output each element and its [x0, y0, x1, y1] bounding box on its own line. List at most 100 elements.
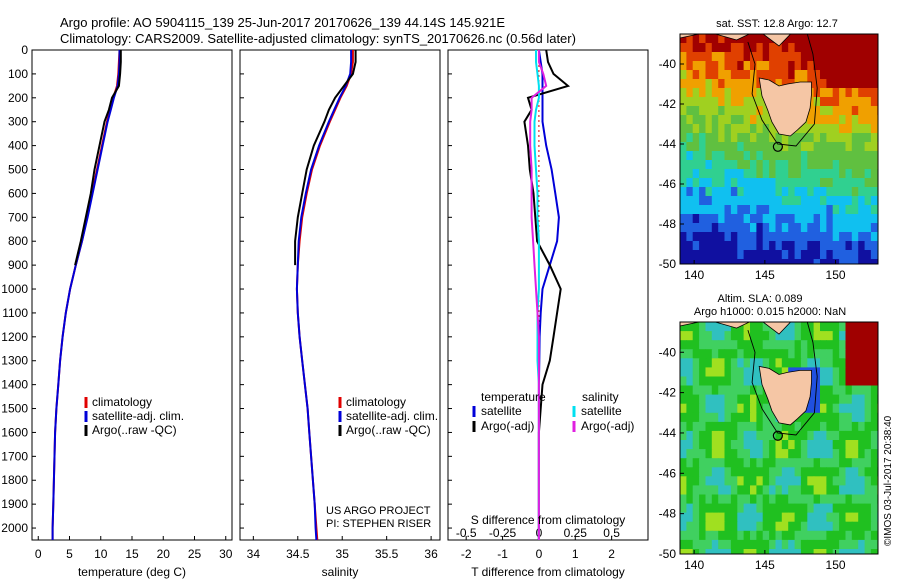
map-cell [718, 430, 726, 441]
map-cell [845, 358, 853, 368]
map-cell [807, 196, 815, 206]
map-cell [718, 358, 726, 368]
map-cell [699, 449, 707, 459]
map-cell [788, 331, 796, 341]
map-cell [711, 124, 719, 134]
map-cell [826, 494, 834, 505]
map-cell [750, 494, 757, 505]
map-cell [807, 268, 814, 278]
map-cell [756, 88, 764, 98]
map-cell [864, 196, 872, 206]
map-cell [686, 340, 694, 350]
map-cell [730, 61, 738, 71]
map-cell [769, 458, 777, 468]
map-cell [730, 512, 738, 523]
map-cell [820, 458, 827, 468]
map-cell [737, 214, 745, 224]
map-cell [845, 232, 853, 242]
map-cell [769, 331, 777, 341]
map-cell [692, 187, 700, 197]
map-cell [769, 52, 777, 62]
map-cell [832, 115, 840, 125]
map-cell [794, 539, 802, 550]
map-cell [788, 133, 796, 143]
map-cell [699, 34, 707, 44]
map-cell [743, 476, 751, 486]
map-cell [870, 494, 878, 505]
map-cell [775, 340, 783, 350]
map-cell [711, 61, 719, 71]
map-cell [852, 268, 859, 278]
map-cell [680, 467, 687, 477]
map-cell [743, 394, 751, 405]
map-cell [794, 521, 802, 532]
map-cell [756, 214, 764, 224]
map-cell [839, 160, 847, 170]
map-cell [788, 52, 796, 62]
map-cell [788, 187, 796, 197]
map-cell [699, 521, 707, 532]
map-y-tick-label: -44 [659, 426, 677, 440]
map-cell [711, 214, 719, 224]
x-tick-label-S: -0.25 [489, 526, 517, 540]
map-cell [820, 70, 827, 80]
map-cell [686, 331, 694, 341]
map-cell [813, 476, 821, 486]
x-tick-label: 34.5 [286, 547, 310, 561]
map-cell [781, 331, 789, 341]
map-cell [851, 421, 859, 432]
map-cell [858, 178, 866, 188]
map-cell [832, 196, 840, 206]
map-cell [845, 485, 853, 496]
map-cell [813, 124, 821, 134]
depth-tick-label: 900 [8, 258, 28, 272]
map-cell [756, 43, 764, 53]
map-cell [762, 205, 770, 215]
temperature-legend: climatology satellite-adj. clim. Argo(..… [84, 395, 184, 437]
salinity-legend: climatology satellite-adj. clim. Argo(..… [338, 395, 438, 437]
map-cell [711, 385, 719, 396]
map-cell [686, 232, 694, 242]
map-cell [724, 385, 732, 396]
map-cell [832, 169, 840, 179]
map-cell [680, 187, 687, 197]
map-cell [832, 467, 840, 477]
map-cell [832, 97, 840, 107]
map-cell [845, 440, 853, 450]
map-cell [839, 367, 847, 378]
map-cell [826, 539, 834, 550]
map-cell [686, 521, 694, 532]
map-cell [692, 367, 700, 378]
map-cell [858, 549, 866, 554]
map-cell [800, 358, 808, 368]
map-cell [705, 169, 713, 179]
map-cell [756, 530, 764, 541]
map-cell [756, 412, 764, 423]
map-cell [756, 142, 764, 152]
map-cell [858, 331, 866, 341]
map-cell [750, 196, 757, 206]
map-cell [845, 403, 853, 414]
map-cell [750, 133, 757, 143]
map-cell [864, 394, 872, 405]
map-cell [762, 250, 770, 260]
map-cell [730, 169, 738, 179]
map-cell [826, 512, 834, 523]
map-cell [858, 340, 866, 350]
map-cell [858, 124, 866, 134]
map-cell [737, 196, 745, 206]
map-cell [813, 43, 821, 53]
map-cell [851, 97, 859, 107]
map-cell [680, 449, 687, 459]
map-cell [680, 250, 687, 260]
map-cell [807, 449, 815, 459]
map-cell [711, 88, 719, 98]
map-cell [788, 512, 796, 523]
map-cell [705, 549, 713, 554]
map-cell [851, 331, 859, 341]
map-cell [756, 97, 764, 107]
map-cell [851, 440, 859, 450]
map-cell [680, 205, 687, 215]
map-cell [762, 485, 770, 496]
map-cell [845, 331, 853, 341]
